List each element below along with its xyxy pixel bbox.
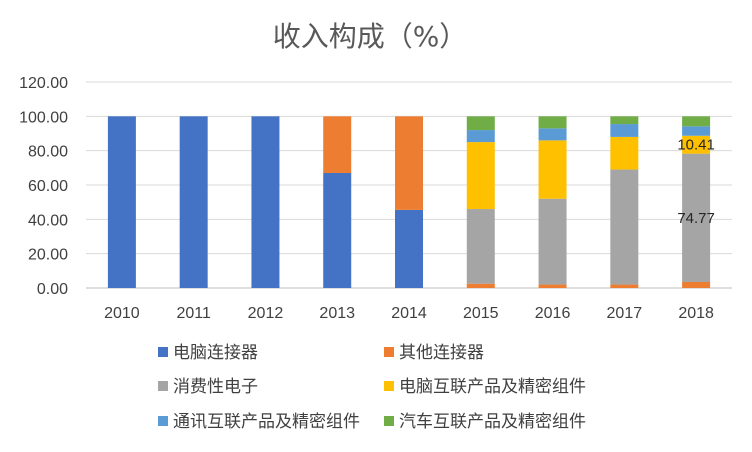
- bar-segment: [682, 153, 711, 282]
- bar-segment: [395, 209, 423, 288]
- x-tick-label: 2015: [463, 305, 499, 322]
- y-tick-label: 80.00: [28, 144, 68, 161]
- x-tick-label: 2011: [176, 305, 211, 322]
- chart-title: 收入构成（%）: [273, 20, 468, 53]
- y-tick-label: 100.00: [19, 109, 68, 126]
- bar-segment: [466, 209, 495, 284]
- y-tick-label: 20.00: [28, 247, 68, 264]
- legend-label: 其他连接器: [399, 343, 484, 363]
- bar-segment: [538, 198, 567, 285]
- bars: [107, 116, 711, 288]
- bar-segment: [179, 116, 208, 288]
- legend-swatch: [158, 347, 168, 357]
- legend-item: 其他连接器: [384, 343, 484, 363]
- bar-segment: [466, 130, 495, 143]
- bar-segment: [107, 116, 136, 288]
- legend-label: 电脑互联产品及精密组件: [399, 377, 586, 397]
- bar-segment: [610, 284, 639, 288]
- bar-segment: [610, 116, 639, 125]
- bar-segment: [466, 116, 495, 131]
- x-tick-label: 2018: [678, 305, 714, 322]
- bar-segment: [466, 283, 495, 288]
- bar-segment: [538, 116, 567, 129]
- bar-segment: [682, 135, 711, 154]
- bar-segment: [610, 169, 639, 285]
- x-tick-label: 2014: [391, 305, 427, 322]
- data-label: 74.77: [677, 210, 715, 227]
- bar-segment: [538, 284, 567, 288]
- x-tick-label: 2010: [104, 305, 140, 322]
- legend-item: 电脑互联产品及精密组件: [384, 377, 586, 397]
- x-tick-label: 2016: [535, 305, 571, 322]
- x-tick-label: 2017: [607, 305, 643, 322]
- legend-label: 汽车互联产品及精密组件: [399, 412, 586, 432]
- legend-item: 电脑连接器: [158, 343, 258, 363]
- bar-segment: [251, 116, 280, 288]
- legend-swatch: [384, 416, 394, 426]
- bar-segment: [538, 128, 567, 141]
- bar-segment: [682, 126, 711, 136]
- x-tick-label: 2013: [319, 305, 355, 322]
- data-labels: 74.77 10.41: [677, 137, 715, 227]
- y-tick-label: 120.00: [19, 75, 68, 92]
- bar-segment: [323, 172, 352, 288]
- bar-segment: [395, 116, 423, 210]
- legend-item: 消费性电子: [158, 377, 258, 397]
- bar-segment: [682, 281, 711, 288]
- bar-segment: [323, 116, 352, 173]
- bar-segment: [538, 140, 567, 199]
- legend-swatch: [158, 381, 168, 391]
- bar-segment: [610, 124, 639, 137]
- x-tick-label: 2012: [248, 305, 284, 322]
- y-tick-label: 0.00: [37, 281, 68, 298]
- legend-label: 消费性电子: [173, 377, 258, 397]
- bar-segment: [682, 116, 711, 127]
- x-axis: 2010 2011 2012 2013 2014 2015 2016 2017 2018: [104, 305, 714, 322]
- legend-label: 电脑连接器: [173, 343, 258, 363]
- y-axis: 0.00 20.00 40.00 60.00 80.00 100.00 120.00: [19, 75, 68, 298]
- legend-label: 通讯互联产品及精密组件: [173, 412, 360, 432]
- legend-item: 通讯互联产品及精密组件: [158, 412, 360, 432]
- legend-item: 汽车互联产品及精密组件: [384, 412, 586, 432]
- y-tick-label: 60.00: [28, 178, 68, 195]
- bar-segment: [466, 142, 495, 210]
- bar-segment: [610, 136, 639, 170]
- legend-swatch: [384, 381, 394, 391]
- y-tick-label: 40.00: [28, 212, 68, 229]
- legend-swatch: [384, 347, 394, 357]
- data-label: 10.41: [677, 137, 715, 154]
- legend-swatch: [158, 416, 168, 426]
